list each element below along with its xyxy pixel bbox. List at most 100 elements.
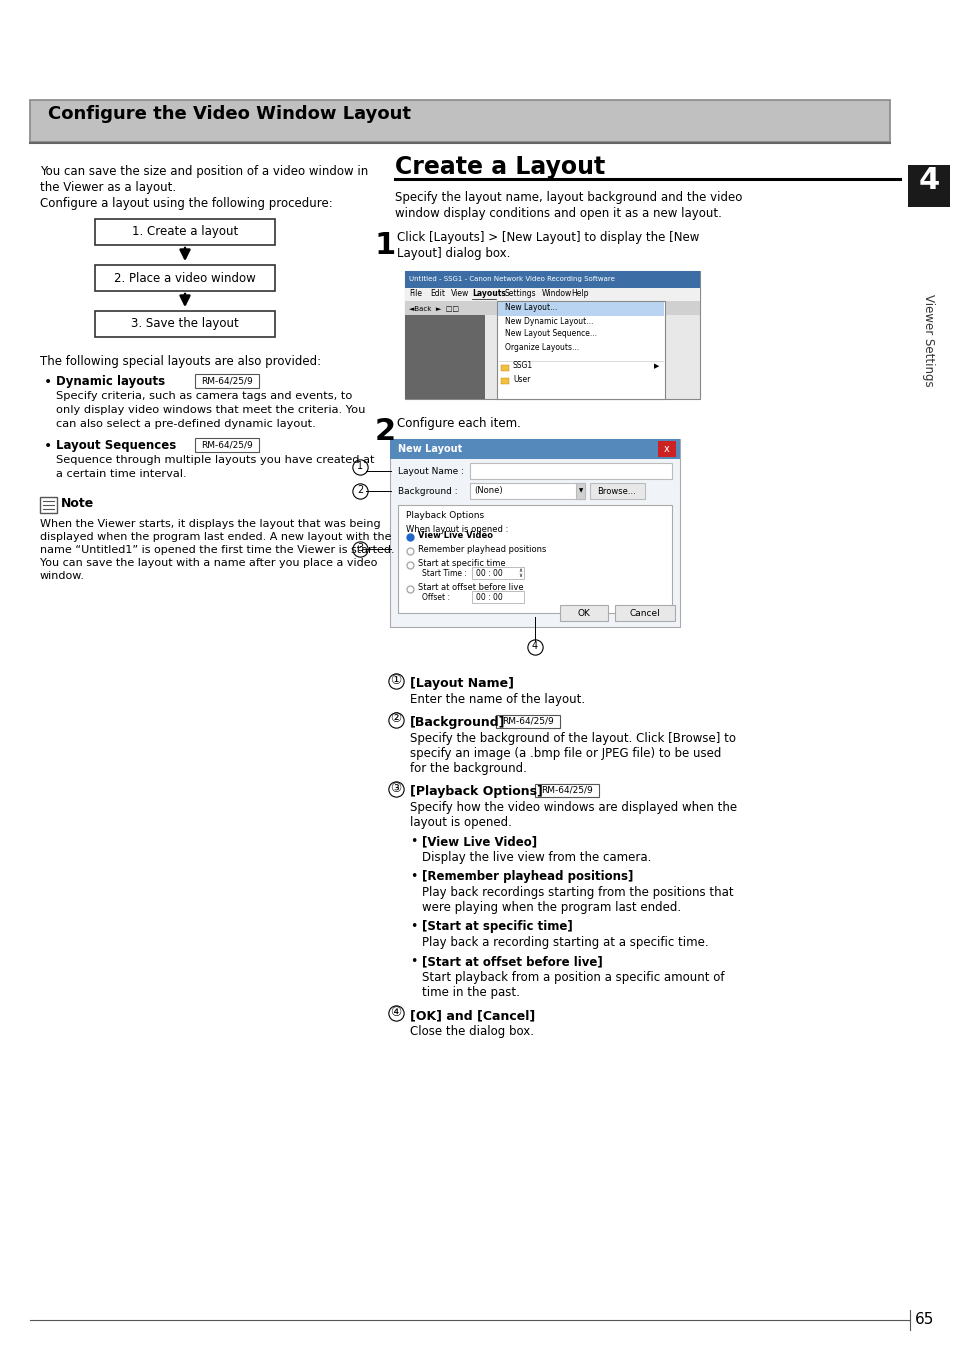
Text: Untitled - SSG1 - Canon Network Video Recording Software: Untitled - SSG1 - Canon Network Video Re… bbox=[409, 275, 615, 282]
Text: were playing when the program last ended.: were playing when the program last ended… bbox=[421, 900, 680, 914]
Bar bbox=[95, 265, 274, 292]
Text: Note: Note bbox=[61, 497, 94, 510]
Text: Viewer Settings: Viewer Settings bbox=[922, 294, 935, 386]
Text: name “Untitled1” is opened the first time the Viewer is started.: name “Untitled1” is opened the first tim… bbox=[40, 545, 395, 555]
Bar bbox=[559, 605, 607, 621]
Text: View Live Video: View Live Video bbox=[417, 532, 493, 540]
Text: Offset :: Offset : bbox=[421, 594, 450, 602]
Text: •: • bbox=[44, 375, 52, 389]
Bar bbox=[472, 567, 523, 579]
Text: Configure the Video Window Layout: Configure the Video Window Layout bbox=[48, 105, 411, 123]
Bar bbox=[40, 497, 57, 513]
Text: RM-64/25/9: RM-64/25/9 bbox=[501, 717, 554, 725]
Text: New Layout...: New Layout... bbox=[504, 304, 557, 312]
Text: Specify the layout name, layout background and the video: Specify the layout name, layout backgrou… bbox=[395, 190, 741, 204]
Text: You can save the size and position of a video window in: You can save the size and position of a … bbox=[40, 165, 368, 178]
Text: Start at offset before live: Start at offset before live bbox=[417, 583, 523, 593]
Bar bbox=[405, 315, 484, 400]
Bar bbox=[405, 271, 700, 288]
Text: a certain time interval.: a certain time interval. bbox=[56, 468, 187, 479]
Bar bbox=[405, 301, 700, 315]
Bar bbox=[907, 165, 949, 207]
Text: Remember playhead positions: Remember playhead positions bbox=[417, 545, 546, 555]
Bar bbox=[470, 463, 671, 479]
Text: for the background.: for the background. bbox=[410, 761, 526, 775]
Text: (None): (None) bbox=[474, 486, 502, 495]
Text: window.: window. bbox=[40, 571, 85, 580]
Bar bbox=[497, 301, 664, 400]
Bar bbox=[470, 483, 584, 499]
Bar bbox=[658, 441, 676, 458]
Text: Dynamic layouts: Dynamic layouts bbox=[56, 375, 165, 387]
Text: 00 : 00: 00 : 00 bbox=[476, 593, 502, 602]
Bar bbox=[30, 100, 889, 142]
Text: Cancel: Cancel bbox=[629, 609, 659, 617]
Text: Settings: Settings bbox=[504, 289, 536, 298]
Text: Background :: Background : bbox=[397, 486, 457, 495]
Text: [View Live Video]: [View Live Video] bbox=[421, 836, 537, 848]
Text: New Layout Sequence...: New Layout Sequence... bbox=[504, 329, 597, 339]
Text: Start playback from a position a specific amount of: Start playback from a position a specifi… bbox=[421, 971, 723, 984]
Bar bbox=[390, 439, 679, 626]
Text: •: • bbox=[44, 439, 52, 454]
Text: Playback Options: Playback Options bbox=[406, 510, 483, 520]
Text: Play back recordings starting from the positions that: Play back recordings starting from the p… bbox=[421, 886, 733, 899]
Text: [Remember playhead positions]: [Remember playhead positions] bbox=[421, 869, 633, 883]
Text: Click [Layouts] > [New Layout] to display the [New: Click [Layouts] > [New Layout] to displa… bbox=[396, 231, 699, 244]
Bar bbox=[500, 364, 509, 371]
Text: You can save the layout with a name after you place a video: You can save the layout with a name afte… bbox=[40, 558, 377, 568]
Text: Window: Window bbox=[541, 289, 572, 298]
Text: New Layout: New Layout bbox=[397, 444, 462, 454]
Text: the Viewer as a layout.: the Viewer as a layout. bbox=[40, 181, 176, 194]
Text: x: x bbox=[663, 444, 669, 454]
Text: Layouts: Layouts bbox=[472, 289, 505, 298]
Bar bbox=[589, 483, 644, 499]
Text: Configure each item.: Configure each item. bbox=[396, 417, 520, 431]
Text: Close the dialog box.: Close the dialog box. bbox=[410, 1025, 534, 1038]
Text: 1: 1 bbox=[375, 231, 395, 261]
Text: [Layout Name]: [Layout Name] bbox=[410, 676, 514, 690]
Text: Display the live view from the camera.: Display the live view from the camera. bbox=[421, 850, 651, 864]
Text: Specify criteria, such as camera tags and events, to: Specify criteria, such as camera tags an… bbox=[56, 392, 352, 401]
Text: 4: 4 bbox=[532, 641, 537, 651]
Text: specify an image (a .bmp file or JPEG file) to be used: specify an image (a .bmp file or JPEG fi… bbox=[410, 747, 720, 760]
Bar bbox=[397, 505, 671, 613]
Text: Start Time :: Start Time : bbox=[421, 570, 466, 579]
Bar bbox=[390, 439, 679, 459]
Text: can also select a pre-defined dynamic layout.: can also select a pre-defined dynamic la… bbox=[56, 418, 315, 429]
Bar bbox=[615, 605, 675, 621]
Text: Configure a layout using the following procedure:: Configure a layout using the following p… bbox=[40, 197, 333, 211]
Text: [Background]: [Background] bbox=[410, 716, 505, 729]
Bar bbox=[405, 288, 700, 301]
Text: •: • bbox=[410, 869, 416, 883]
Text: The following special layouts are also provided:: The following special layouts are also p… bbox=[40, 355, 321, 369]
Text: 4: 4 bbox=[918, 166, 939, 194]
Text: Specify how the video windows are displayed when the: Specify how the video windows are displa… bbox=[410, 801, 737, 814]
Bar bbox=[95, 310, 274, 338]
Text: Edit: Edit bbox=[430, 289, 444, 298]
Text: 1: 1 bbox=[356, 460, 363, 471]
Text: ∧
∨: ∧ ∨ bbox=[517, 567, 521, 578]
Text: ▼: ▼ bbox=[578, 489, 582, 494]
Text: 3. Save the layout: 3. Save the layout bbox=[131, 317, 238, 331]
Text: ①: ① bbox=[390, 674, 401, 687]
Text: 3: 3 bbox=[356, 543, 363, 554]
Text: Layout Name :: Layout Name : bbox=[397, 467, 463, 475]
Bar bbox=[497, 302, 663, 316]
Text: Start at specific time: Start at specific time bbox=[417, 559, 505, 568]
Text: ▶: ▶ bbox=[654, 363, 659, 369]
Text: time in the past.: time in the past. bbox=[421, 986, 519, 999]
Text: Enter the name of the layout.: Enter the name of the layout. bbox=[410, 693, 584, 706]
Text: When the Viewer starts, it displays the layout that was being: When the Viewer starts, it displays the … bbox=[40, 518, 380, 529]
Text: 65: 65 bbox=[914, 1312, 934, 1327]
Bar bbox=[472, 591, 523, 603]
Text: Organize Layouts...: Organize Layouts... bbox=[504, 343, 578, 351]
Text: 00 : 00: 00 : 00 bbox=[476, 568, 502, 578]
Text: Layout] dialog box.: Layout] dialog box. bbox=[396, 247, 510, 261]
Text: 1. Create a layout: 1. Create a layout bbox=[132, 225, 238, 239]
Text: OK: OK bbox=[577, 609, 590, 617]
Text: 2: 2 bbox=[375, 417, 395, 446]
Bar bbox=[500, 378, 509, 383]
Text: Create a Layout: Create a Layout bbox=[395, 155, 604, 180]
Text: File: File bbox=[409, 289, 421, 298]
